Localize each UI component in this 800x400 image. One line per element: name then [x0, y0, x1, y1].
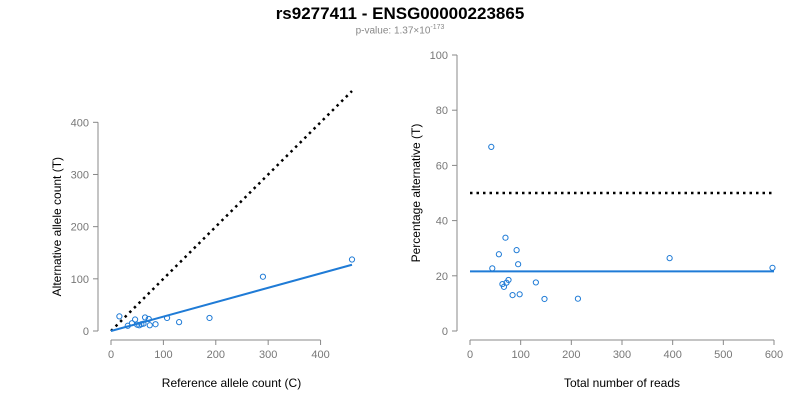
data-point: [516, 291, 523, 298]
data-point: [116, 313, 123, 320]
y-axis-label: Percentage alternative (T): [409, 124, 423, 263]
y-tick-label: 40: [436, 216, 448, 228]
panel-2: 0 100 200 300 400 500 600 0 20 40 60 80 100 Total num…: [409, 50, 783, 390]
x-tick-label: 500: [714, 349, 732, 361]
x-tick-label: 0: [108, 349, 114, 361]
data-point: [502, 234, 509, 241]
x-tick-label: 200: [207, 349, 225, 361]
panel-1: 0 100 200 300 400 0 100 200 300 400 Reference alle…: [50, 90, 356, 390]
data-point: [146, 322, 153, 329]
data-point: [141, 314, 149, 321]
data-point: [515, 261, 522, 268]
x-tick-label: 400: [663, 349, 681, 361]
data-point: [532, 279, 539, 286]
data-point: [348, 256, 356, 263]
data-point: [145, 315, 152, 323]
pvalue-text: p-value: 1.37×10: [355, 25, 431, 37]
x-tick-label: 600: [765, 349, 783, 361]
data-point: [509, 292, 516, 299]
data-point: [152, 321, 159, 328]
y-tick-label: 80: [436, 105, 448, 117]
data-point: [505, 276, 512, 284]
data-point: [206, 314, 213, 322]
x-tick-label: 300: [259, 349, 277, 361]
y-tick-label: 60: [436, 160, 448, 172]
y-tick-label: 0: [442, 326, 448, 338]
data-point: [163, 314, 171, 322]
x-tick-label: 200: [562, 349, 580, 361]
data-point: [132, 316, 139, 323]
y-tick-label: 100: [71, 274, 89, 286]
x-tick-label: 400: [311, 349, 329, 361]
chart-subtitle: p-value: 1.37×10-173: [0, 24, 800, 36]
data-point: [259, 273, 267, 280]
x-tick-label: 100: [154, 349, 172, 361]
data-point: [541, 295, 548, 303]
data-point: [140, 320, 147, 327]
y-axis-label: Alternative allele count (T): [50, 157, 64, 296]
y-tick-label: 200: [71, 222, 89, 234]
data-point: [769, 264, 776, 271]
x-tick-label: 300: [613, 349, 631, 361]
x-axis-label: Total number of reads: [564, 376, 680, 390]
x-tick-label: 100: [511, 349, 529, 361]
data-point: [176, 319, 183, 326]
data-point: [574, 295, 582, 302]
y-tick-label: 0: [83, 326, 89, 338]
x-tick-label: 0: [467, 349, 473, 361]
data-point: [489, 265, 496, 272]
y-tick-label: 400: [71, 117, 89, 129]
x-axis-label: Reference allele count (C): [162, 376, 301, 390]
data-point: [513, 247, 520, 254]
data-point: [488, 143, 495, 151]
y-tick-label: 20: [436, 271, 448, 283]
reference-line: [110, 90, 353, 332]
data-point: [666, 255, 673, 262]
pvalue-exponent: -173: [430, 24, 445, 31]
data-point: [495, 251, 502, 258]
y-tick-label: 300: [71, 169, 89, 181]
chart-title: rs9277411 - ENSG00000223865: [275, 4, 525, 23]
y-tick-label: 100: [430, 50, 448, 62]
